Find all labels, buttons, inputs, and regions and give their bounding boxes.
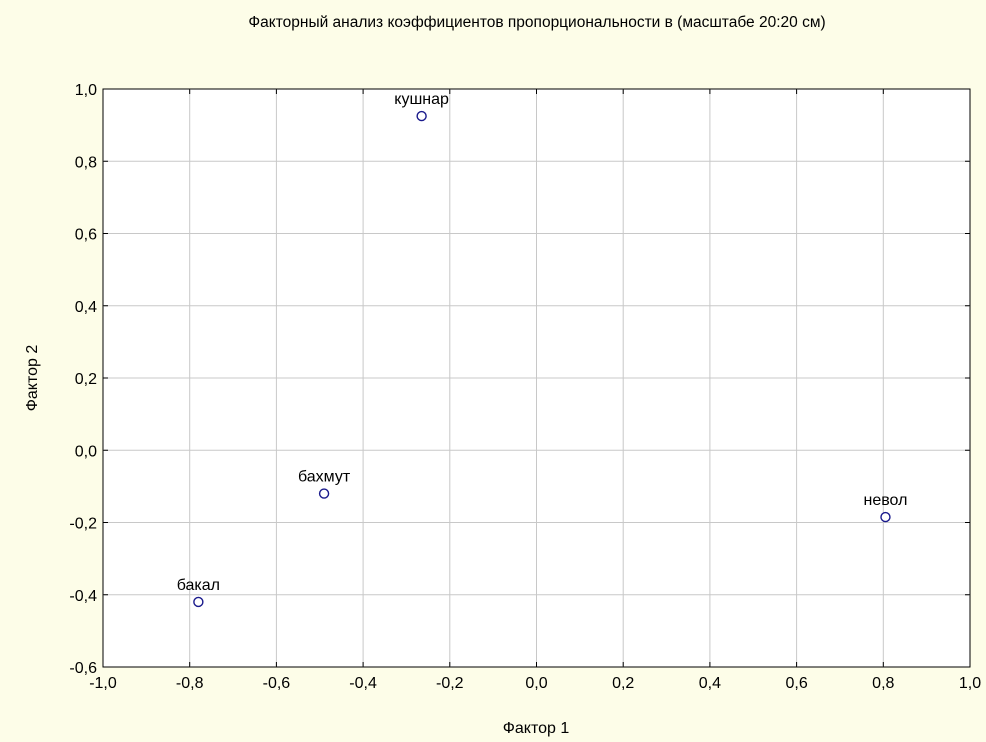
- y-tick-label: 1,0: [75, 82, 97, 99]
- x-tick-label: 0,6: [785, 675, 807, 692]
- y-axis-title: Фактор 2: [24, 345, 41, 412]
- x-tick-label: 0,2: [612, 675, 634, 692]
- x-axis-title: Фактор 1: [503, 720, 570, 737]
- y-tick-label: 0,2: [75, 371, 97, 388]
- point-label: бахмут: [298, 469, 351, 486]
- chart-title: Факторный анализ коэффициентов пропорцио…: [248, 14, 825, 31]
- x-tick-label: -0,6: [263, 675, 291, 692]
- y-tick-label: -0,6: [69, 660, 97, 677]
- x-tick-label: 0,8: [872, 675, 894, 692]
- x-tick-label: -0,4: [349, 675, 377, 692]
- x-tick-label: 1,0: [959, 675, 981, 692]
- y-tick-label: 0,0: [75, 443, 97, 460]
- x-tick-label: -1,0: [89, 675, 117, 692]
- y-tick-label: 0,8: [75, 154, 97, 171]
- x-tick-label: -0,2: [436, 675, 464, 692]
- y-tick-label: -0,4: [69, 588, 97, 605]
- y-tick-label: 0,4: [75, 299, 97, 316]
- x-tick-labels: -1,0 -0,8 -0,6 -0,4 -0,2 0,0 0,2 0,4 0,6 0,8 1,0: [89, 675, 981, 692]
- point-marker: [194, 597, 203, 606]
- y-tick-label: 0,6: [75, 227, 97, 244]
- point-marker: [320, 489, 329, 498]
- point-marker: [881, 513, 890, 522]
- point-label: кушнар: [394, 91, 449, 108]
- y-tick-label: -0,2: [69, 516, 97, 533]
- point-marker: [417, 112, 426, 121]
- point-label: бакал: [177, 577, 220, 594]
- x-tick-label: -0,8: [176, 675, 204, 692]
- point-label: невол: [863, 492, 907, 509]
- x-tick-label: 0,4: [699, 675, 721, 692]
- x-tick-label: 0,0: [525, 675, 547, 692]
- y-tick-labels: -0,6 -0,4 -0,2 0,0 0,2 0,4 0,6 0,8 1,0: [69, 82, 97, 677]
